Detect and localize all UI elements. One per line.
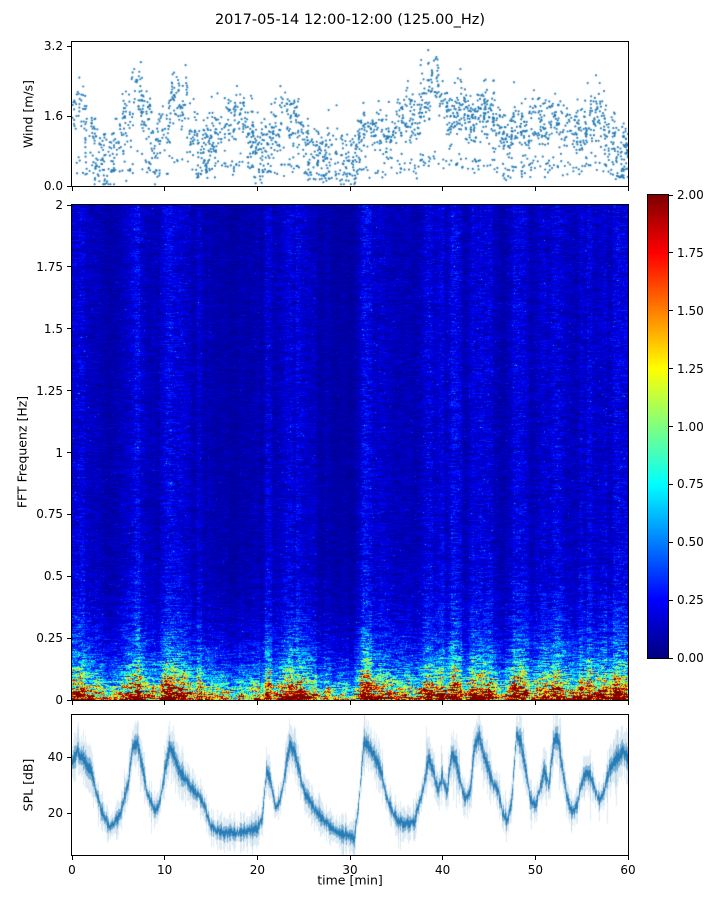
- colorbar-tick-mark: [669, 599, 673, 601]
- wind-y-tick-label: 1.6: [43, 109, 63, 124]
- spectrogram-y-tick-mark: [67, 452, 71, 453]
- wind-panel: [71, 41, 629, 187]
- wind-x-tick-mark: [349, 187, 351, 191]
- colorbar-tick-label: 0.50: [677, 535, 704, 550]
- wind-y-tick-mark: [67, 185, 71, 187]
- wind-x-tick-mark: [442, 187, 444, 191]
- wind-y-tick-mark: [67, 45, 71, 47]
- spl-line-canvas: [72, 715, 628, 855]
- spl-x-tick-mark: [349, 856, 351, 860]
- spl-x-tick-mark: [442, 856, 444, 860]
- spectrogram-x-tick-mark: [442, 701, 444, 705]
- spectrogram-y-tick-mark: [67, 390, 71, 392]
- spectrogram-y-tick-mark: [67, 637, 71, 639]
- spectrogram-y-tick-label: 0.75: [36, 507, 63, 522]
- spl-y-tick-label: 20: [47, 806, 63, 820]
- wind-x-tick-mark: [256, 187, 258, 191]
- colorbar: [647, 194, 669, 659]
- spectrogram-x-tick-mark: [256, 701, 258, 705]
- spl-y-axis-label: SPL [dB]: [20, 758, 36, 812]
- spl-y-tick-mark: [67, 756, 71, 758]
- spl-x-tick-label: 60: [620, 863, 636, 877]
- colorbar-tick-label: 0.00: [677, 651, 704, 665]
- wind-x-tick-mark: [164, 187, 166, 191]
- spectrogram-y-tick-label: 1.5: [43, 321, 63, 336]
- colorbar-tick-label: 1.75: [677, 245, 704, 260]
- spl-x-tick-label: 10: [157, 863, 173, 877]
- spl-x-tick-mark: [71, 856, 73, 860]
- colorbar-tick-label: 1.00: [677, 419, 704, 434]
- wind-x-tick-mark: [534, 187, 536, 191]
- wind-scatter-canvas: [72, 42, 628, 186]
- spl-x-tick-label: 20: [249, 863, 265, 877]
- wind-y-tick-mark: [67, 115, 71, 117]
- colorbar-canvas: [648, 195, 668, 658]
- spl-x-tick-mark: [534, 856, 536, 860]
- colorbar-tick-mark: [669, 252, 673, 254]
- spectrogram-y-tick-label: 0: [55, 693, 63, 707]
- colorbar-tick-label: 1.50: [677, 303, 704, 318]
- spectrogram-y-tick-label: 1.25: [36, 383, 63, 398]
- spectrogram-x-tick-mark: [349, 701, 351, 705]
- spectrogram-y-tick-mark: [67, 266, 71, 268]
- spl-x-tick-label: 0: [68, 863, 76, 877]
- colorbar-tick-label: 0.25: [677, 593, 704, 608]
- spl-x-tick-mark: [164, 856, 166, 860]
- spl-x-tick-label: 50: [527, 863, 543, 877]
- spectrogram-x-tick-mark: [71, 701, 73, 705]
- spectrogram-y-tick-mark: [67, 513, 71, 515]
- spectrogram-y-tick-label: 0.5: [43, 569, 63, 584]
- colorbar-tick-mark: [669, 194, 673, 196]
- spectrogram-y-tick-mark: [67, 699, 71, 701]
- wind-x-tick-mark: [627, 187, 629, 191]
- colorbar-tick-mark: [669, 657, 673, 659]
- spl-x-tick-mark: [256, 856, 258, 860]
- colorbar-tick-mark: [669, 310, 673, 312]
- colorbar-tick-mark: [669, 483, 673, 485]
- spectrogram-y-tick-label: 0.25: [36, 631, 63, 646]
- colorbar-tick-label: 2.00: [677, 188, 704, 202]
- colorbar-tick-mark: [669, 541, 673, 543]
- spectrogram-heatmap-canvas: [72, 205, 628, 700]
- colorbar-tick-mark: [669, 426, 673, 427]
- spectrogram-x-tick-mark: [164, 701, 166, 705]
- spl-x-tick-mark: [627, 856, 629, 860]
- spl-x-tick-label: 30: [342, 863, 358, 877]
- spl-x-tick-label: 40: [435, 863, 451, 877]
- wind-y-tick-label: 0.0: [43, 179, 63, 193]
- colorbar-tick-mark: [669, 368, 673, 370]
- colorbar-tick-label: 0.75: [677, 477, 704, 492]
- colorbar-tick-label: 1.25: [677, 361, 704, 376]
- spectrogram-y-tick-label: 1: [55, 445, 63, 460]
- spectrogram-panel: [71, 204, 629, 701]
- wind-x-tick-mark: [71, 187, 73, 191]
- spectrogram-y-tick-label: 2: [55, 198, 63, 212]
- spectrogram-y-tick-mark: [67, 204, 71, 206]
- spectrogram-x-tick-mark: [534, 701, 536, 705]
- wind-y-tick-label: 3.2: [43, 39, 63, 54]
- spectrogram-x-tick-mark: [627, 701, 629, 705]
- spectrogram-y-tick-label: 1.75: [36, 259, 63, 274]
- figure-title: 2017-05-14 12:00-12:00 (125.00_Hz): [214, 12, 486, 28]
- spl-y-tick-mark: [67, 812, 71, 814]
- spectrogram-y-tick-mark: [67, 328, 71, 330]
- spectrogram-y-tick-mark: [67, 575, 71, 577]
- spl-y-tick-label: 40: [47, 750, 63, 764]
- x-axis-label: time [min]: [317, 872, 383, 888]
- spl-panel: [71, 714, 629, 856]
